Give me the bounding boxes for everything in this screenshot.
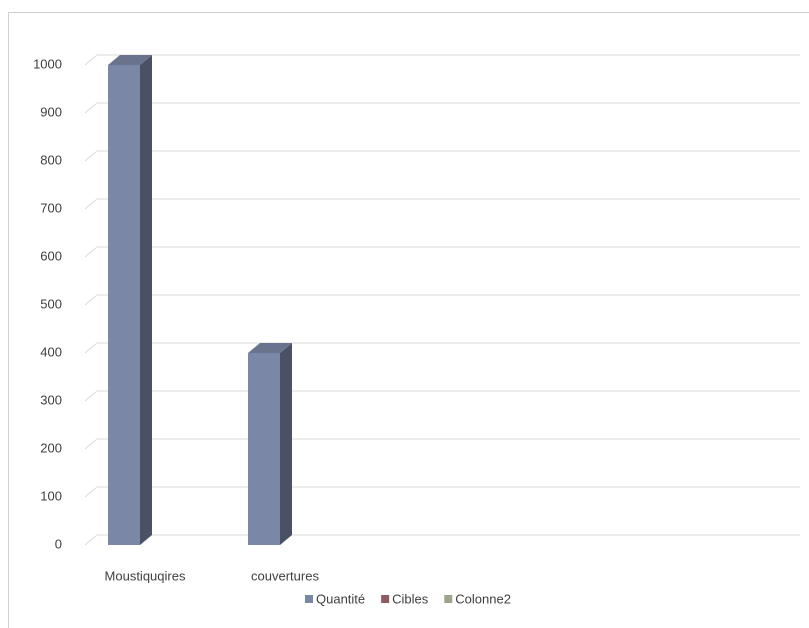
legend-swatch: [381, 595, 390, 603]
grid-line: [84, 54, 800, 66]
y-tick-label: 200: [40, 440, 62, 455]
y-tick-label: 800: [40, 152, 62, 167]
grid-line: [84, 438, 800, 450]
y-tick-label: 600: [40, 248, 62, 263]
bar: [248, 343, 292, 545]
bar-top: [108, 55, 152, 65]
grid-line: [84, 150, 800, 162]
grid-line: [84, 534, 800, 546]
bar-front: [108, 65, 140, 545]
legend-swatch: [305, 595, 313, 603]
legend-label: Quantité: [316, 591, 365, 606]
y-tick-label: 700: [40, 200, 62, 215]
x-tick-label: couvertures: [251, 568, 319, 583]
y-tick-label: 500: [40, 296, 62, 311]
x-tick-label: Moustiquqires: [105, 568, 186, 583]
y-tick-label: 300: [40, 392, 62, 407]
bar-front: [248, 353, 280, 545]
legend-label: Cibles: [392, 591, 429, 606]
y-tick-label: 0: [55, 536, 62, 551]
grid-line: [84, 294, 800, 306]
grid-line: [84, 246, 800, 258]
bar: [108, 55, 152, 545]
bar-side: [140, 55, 152, 545]
bar-top: [248, 343, 292, 353]
grid-line: [84, 486, 800, 498]
y-tick-label: 1000: [33, 56, 62, 71]
y-tick-label: 900: [40, 104, 62, 119]
legend-swatch: [444, 595, 453, 603]
legend-label: Colonne2: [455, 591, 511, 606]
grid-line: [84, 198, 800, 210]
grid-line: [84, 390, 800, 402]
grid-line: [84, 102, 800, 114]
bar-side: [280, 343, 292, 545]
legend: Quantité Cibles Colonne2: [305, 591, 511, 606]
y-tick-label: 400: [40, 344, 62, 359]
y-tick-label: 100: [40, 488, 62, 503]
grid-line: [84, 342, 800, 354]
